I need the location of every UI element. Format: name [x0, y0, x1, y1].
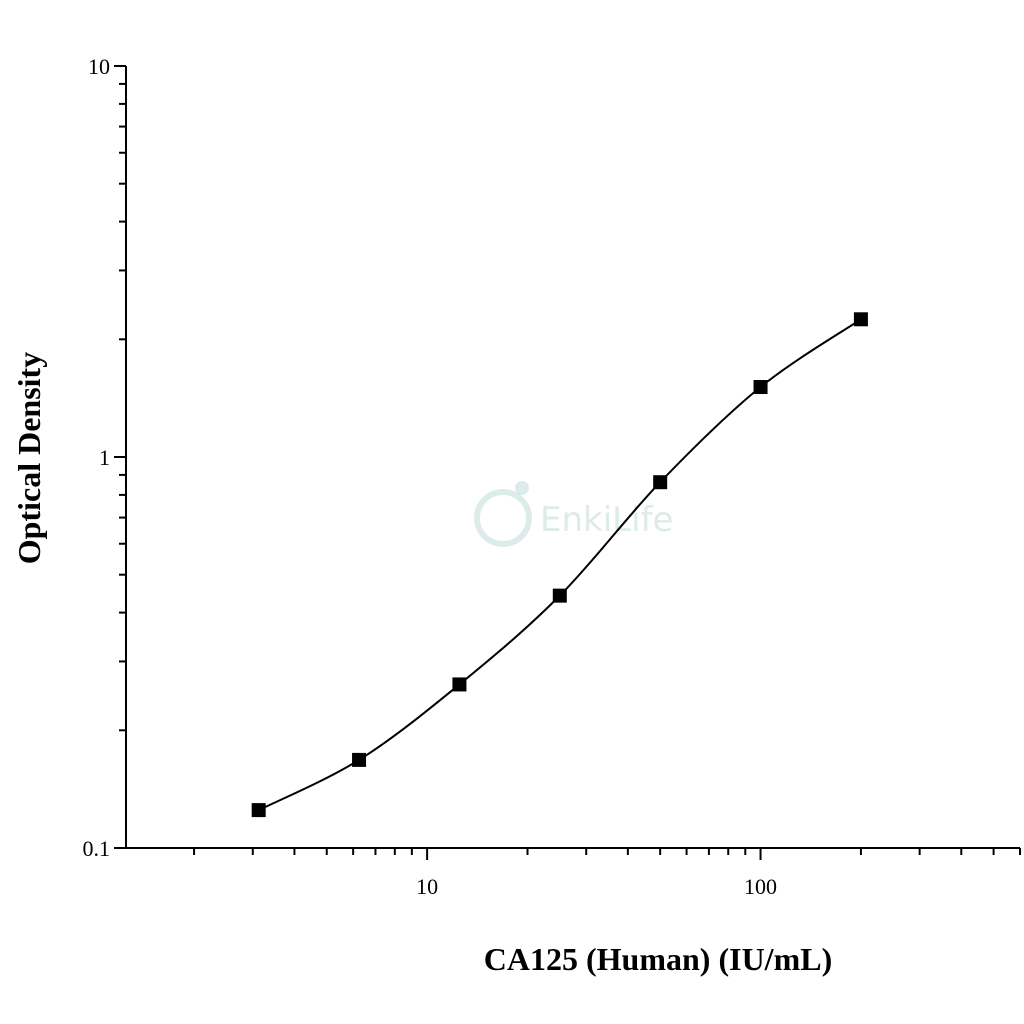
- tick-labels: 10 100 0.1 1 10: [83, 54, 778, 899]
- watermark-icon-dot: [515, 481, 529, 495]
- y-tick-label: 10: [88, 54, 110, 79]
- y-tick-label: 1: [99, 445, 110, 470]
- watermark-text: EnkiLife: [540, 500, 673, 540]
- watermark-icon: [474, 489, 532, 547]
- ticks: [114, 65, 1021, 860]
- y-tick-label: 0.1: [83, 836, 111, 861]
- axes: [125, 66, 1020, 849]
- data-point: [251, 803, 266, 818]
- y-axis-title: Optical Density: [11, 352, 47, 564]
- fit-curve: [258, 318, 862, 812]
- data-point: [552, 588, 567, 603]
- data-point: [352, 752, 367, 767]
- data-point: [853, 312, 868, 327]
- data-point: [653, 475, 668, 490]
- x-axis-title: CA125 (Human) (IU/mL): [484, 941, 832, 977]
- x-tick-label: 10: [416, 874, 438, 899]
- x-tick-label: 100: [744, 874, 777, 899]
- data-point: [452, 677, 467, 692]
- watermark-logo: EnkiLife: [474, 481, 673, 547]
- data-point: [753, 380, 768, 395]
- data-points: [251, 312, 868, 818]
